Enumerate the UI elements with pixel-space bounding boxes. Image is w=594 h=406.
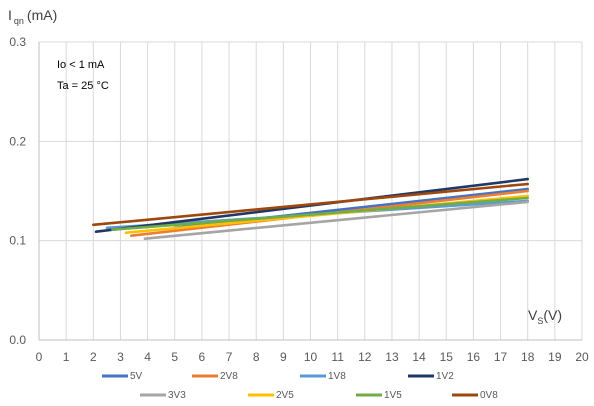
x-tick-label: 10	[304, 350, 318, 364]
x-tick-label: 14	[412, 350, 426, 364]
x-tick-label: 6	[199, 350, 206, 364]
series-line-1v5	[111, 196, 530, 231]
legend: 5V 2V8 1V8 1V2 3V3 2V5 1V5 0V8	[102, 371, 498, 401]
x-tick-label: 13	[385, 350, 399, 364]
annotation-condition-current: Io < 1 mA	[57, 59, 105, 71]
x-tick-label: 18	[521, 350, 535, 364]
x-tick-labels: 0 1 2 3 4 5 6 7 8 9 10 11 12 13 14 15 16 17 18 19 20	[36, 350, 589, 364]
x-tick-label: 4	[144, 350, 151, 364]
axes	[38, 42, 582, 341]
x-tick-label: 2	[90, 350, 97, 364]
x-tick-label: 20	[575, 350, 589, 364]
x-tick-label: 12	[358, 350, 372, 364]
x-tick-label: 7	[226, 350, 233, 364]
x-tick-label: 8	[253, 350, 260, 364]
x-tick-label: 11	[331, 350, 344, 364]
legend-label-5v: 5V	[130, 371, 143, 382]
x-axis-label: VS(V)	[528, 307, 562, 326]
series-line-0v8	[92, 182, 530, 227]
x-tick-label: 19	[548, 350, 562, 364]
legend-label-2v8: 2V8	[220, 371, 238, 382]
legend-label-1v2: 1V2	[436, 371, 454, 382]
legend-label-3v3: 3V3	[168, 390, 186, 401]
x-tick-label: 15	[440, 350, 454, 364]
y-tick-label: 0.2	[9, 134, 26, 148]
legend-label-0v8: 0V8	[480, 390, 498, 401]
x-tick-label: 0	[36, 350, 43, 364]
x-tick-label: 9	[280, 350, 287, 364]
y-tick-label: 0.3	[9, 35, 26, 49]
x-tick-label: 1	[63, 350, 70, 364]
x-tick-label: 3	[117, 350, 124, 364]
legend-label-1v8: 1V8	[328, 371, 346, 382]
y-tick-label: 0.0	[9, 333, 26, 347]
y-tick-label: 0.1	[9, 234, 26, 248]
annotation-condition-temperature: Ta = 25 °C	[57, 80, 109, 92]
x-tick-label: 5	[171, 350, 178, 364]
legend-label-1v5: 1V5	[384, 390, 402, 401]
series-lines	[92, 177, 530, 240]
x-tick-label: 16	[467, 350, 481, 364]
series-line-3v3	[143, 200, 530, 240]
legend-label-2v5: 2V5	[276, 390, 294, 401]
x-tick-label: 17	[494, 350, 508, 364]
y-tick-labels: 0.0 0.1 0.2 0.3	[9, 35, 26, 347]
